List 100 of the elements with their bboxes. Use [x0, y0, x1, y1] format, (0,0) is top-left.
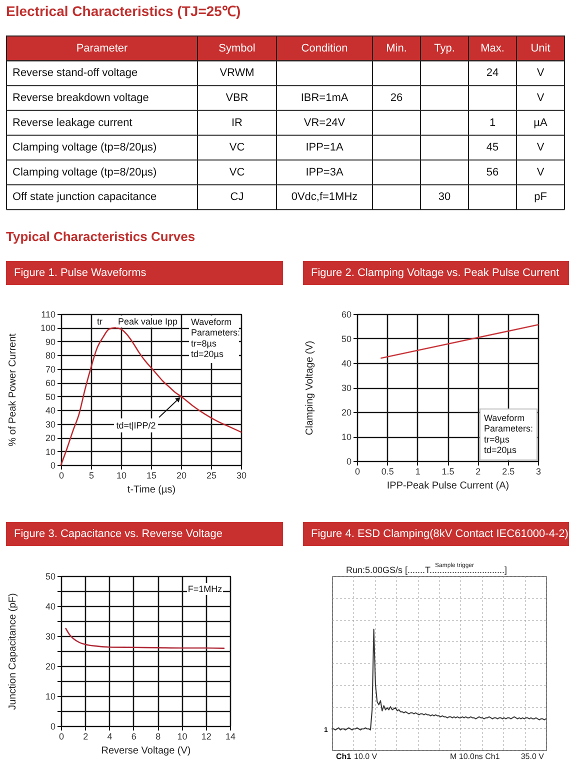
y-tick-label: 20: [341, 408, 352, 418]
chart-title: Figure 2. Clamping Voltage vs. Peak Pulse Current: [311, 267, 560, 279]
text: VC: [229, 142, 245, 154]
y-tick-label: 40: [45, 406, 56, 416]
x-tick-label: 12: [201, 732, 212, 742]
y-tick-label: 60: [341, 310, 352, 320]
text: M 10.0ns Ch1: [450, 752, 500, 761]
x-tick-label: 3: [536, 466, 542, 476]
text: Typical Characteristics Curves: [6, 229, 196, 244]
y-tick-label: 60: [45, 378, 56, 388]
y-tick-label: 110: [41, 310, 56, 320]
text: Reverse stand-off voltage: [12, 67, 138, 80]
x-tick-label: 0: [354, 466, 360, 476]
chart-title: Figure 1. Pulse Waveforms: [14, 267, 147, 279]
text: µA: [534, 116, 548, 129]
y-tick-label: 40: [45, 602, 56, 612]
x-axis-title: IPP-Peak Pulse Current (A): [386, 480, 510, 492]
text: CJ: [230, 191, 244, 204]
y-tick-label: 10: [45, 692, 56, 702]
x-tick-label: 8: [156, 732, 161, 742]
text: 26: [390, 92, 403, 104]
y-axis-title: % of Peak Power Current: [7, 333, 18, 446]
y-tick-label: 40: [341, 358, 352, 368]
x-tick-label: 10: [116, 470, 127, 480]
y-tick-label: 30: [45, 419, 56, 430]
text: 0Vdc,f=1MHz: [291, 191, 358, 204]
text: Clamping voltage (tp=8/20µs): [12, 166, 157, 178]
text: 30: [438, 191, 451, 204]
x-tick-label: 1.5: [442, 466, 454, 476]
x-tick-label: 5: [88, 470, 94, 480]
text: Clamping voltage (tp=8/20µs): [12, 142, 157, 154]
x-tick-label: 14: [225, 732, 236, 742]
text: 1: [489, 116, 496, 129]
text: 24: [486, 67, 499, 80]
text: VC: [229, 166, 245, 178]
text: V: [536, 166, 544, 178]
text: 10.0 V: [354, 752, 378, 761]
text: IPP=3A: [306, 166, 344, 178]
y-tick-label: 50: [45, 392, 56, 402]
y-axis-title: Clamping Voltage (V): [304, 340, 316, 436]
category-label: Typ.: [434, 42, 455, 54]
text: IPP=1A: [306, 142, 344, 154]
x-axis-title: t-Time (µs): [127, 484, 176, 496]
text: pF: [534, 191, 547, 204]
y-tick-label: 30: [341, 383, 352, 393]
x-tick-label: 30: [236, 470, 247, 480]
x-tick-label: 2: [83, 732, 88, 742]
y-tick-label: 20: [45, 662, 56, 672]
x-tick-label: 2: [476, 466, 481, 476]
text: Off state junction capacitance: [12, 191, 157, 204]
category-label: Max.: [480, 42, 504, 54]
y-tick-label: 0: [50, 722, 56, 732]
category-label: Symbol: [218, 42, 256, 54]
y-tick-label: 70: [45, 364, 56, 374]
text: Reverse breakdown voltage: [12, 92, 149, 104]
text: V: [536, 142, 544, 154]
x-tick-label: 25: [206, 470, 217, 480]
x-axis-title: Reverse Voltage (V): [101, 746, 191, 756]
annotation: Waveform Parameters: tr=8µs td=20µs: [484, 413, 534, 456]
x-tick-label: 6: [131, 732, 136, 742]
category-label: Condition: [301, 42, 348, 54]
text: IR: [232, 116, 242, 129]
y-tick-label: 0: [346, 456, 352, 466]
y-tick-label: 10: [341, 432, 352, 442]
x-tick-label: 4: [107, 732, 112, 742]
x-tick-label: 10: [177, 732, 188, 742]
x-tick-label: 0.5: [381, 466, 394, 476]
annotation: Peak value Ipp: [118, 316, 178, 326]
text: Ch1: [336, 752, 352, 761]
annotation: F=1MHz: [188, 584, 223, 594]
chart-title: Figure 4. ESD Clamping(8kV Contact IEC61000-4-2): [311, 528, 568, 540]
text: VBR: [226, 92, 248, 104]
y-tick-label: 100: [40, 323, 56, 334]
y-tick-label: 80: [45, 350, 56, 361]
y-tick-label: 10: [45, 446, 56, 457]
x-tick-label: 2.5: [502, 466, 515, 476]
y-tick-label: 90: [45, 336, 56, 347]
text: 35.0 V: [520, 752, 545, 761]
category-label: Min.: [386, 42, 407, 54]
annotation: td=t|IPP/2: [116, 420, 156, 430]
x-tick-label: 20: [176, 470, 187, 480]
text: 56: [486, 166, 499, 178]
x-tick-label: 0: [58, 470, 64, 480]
text: VR=24V: [304, 116, 346, 129]
text: V: [536, 67, 544, 80]
chart-title: Figure 3. Capacitance vs. Reverse Voltage: [14, 528, 223, 540]
annotation: Waveform Parameters: tr=8µs td=20µs: [191, 317, 240, 360]
text: VRWM: [220, 67, 254, 80]
y-tick-label: 50: [45, 572, 56, 582]
y-tick-label: 30: [45, 632, 56, 642]
text: IBR=1mA: [300, 92, 348, 104]
y-tick-label: 20: [45, 433, 56, 444]
text: V: [536, 92, 544, 104]
x-tick-label: 0: [58, 732, 64, 742]
y-axis-title: Junction Capacitance (pF): [7, 593, 18, 710]
category-label: Parameter: [76, 42, 128, 54]
x-tick-label: 15: [146, 470, 157, 480]
line-series: [65, 628, 225, 649]
category-label: Unit: [530, 42, 550, 54]
text: Electrical Characteristics (TJ=25℃): [6, 3, 241, 19]
